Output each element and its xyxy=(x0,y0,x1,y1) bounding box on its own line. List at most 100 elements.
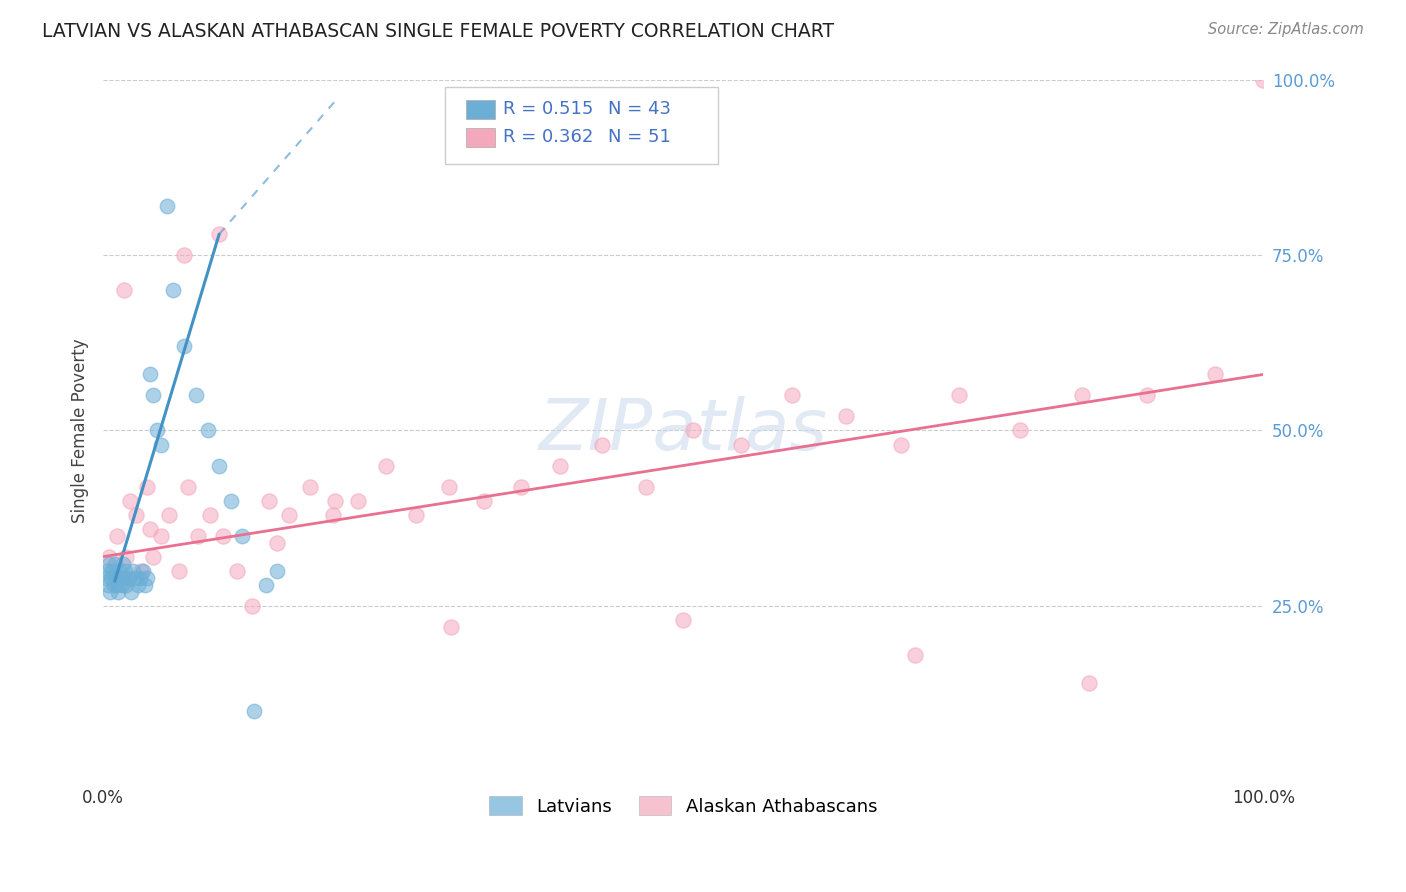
Point xyxy=(1136,388,1159,402)
Point xyxy=(197,424,219,438)
Point xyxy=(591,437,613,451)
Point xyxy=(112,571,135,585)
Point xyxy=(472,493,495,508)
Point xyxy=(1204,368,1226,382)
Point xyxy=(96,564,118,578)
Point xyxy=(890,437,912,451)
Point xyxy=(111,557,134,571)
Point xyxy=(219,493,242,508)
Point xyxy=(157,508,180,522)
Point xyxy=(184,388,207,402)
Point xyxy=(112,283,135,297)
Point xyxy=(131,564,153,578)
Point xyxy=(548,458,571,473)
Point xyxy=(120,584,142,599)
Point xyxy=(105,578,128,592)
Point xyxy=(97,549,120,564)
Point xyxy=(101,564,124,578)
Point xyxy=(322,508,344,522)
Point xyxy=(257,493,280,508)
Point xyxy=(115,578,138,592)
Point xyxy=(672,613,695,627)
Point xyxy=(835,409,858,424)
Point xyxy=(323,493,346,508)
Point xyxy=(1253,73,1275,87)
Text: N = 51: N = 51 xyxy=(607,128,671,146)
Point xyxy=(437,479,460,493)
Point xyxy=(440,620,463,634)
Point xyxy=(173,339,195,353)
Point xyxy=(730,437,752,451)
Text: R = 0.515: R = 0.515 xyxy=(503,101,593,119)
Point xyxy=(198,508,221,522)
Point xyxy=(948,388,970,402)
Point xyxy=(118,571,141,585)
Point xyxy=(124,508,146,522)
Point xyxy=(162,283,184,297)
Point xyxy=(208,458,231,473)
Point xyxy=(266,564,288,578)
Point xyxy=(124,571,146,585)
Point xyxy=(187,528,209,542)
Point xyxy=(375,458,398,473)
Point xyxy=(115,549,138,564)
Point xyxy=(105,528,128,542)
Point xyxy=(122,564,145,578)
Point xyxy=(142,388,165,402)
Point xyxy=(231,528,253,542)
Point xyxy=(100,571,122,585)
Point xyxy=(150,437,173,451)
Point xyxy=(254,578,277,592)
Point xyxy=(104,557,127,571)
Point xyxy=(347,493,370,508)
Point xyxy=(225,564,247,578)
Point xyxy=(156,199,179,213)
Point xyxy=(782,388,804,402)
Text: R = 0.362: R = 0.362 xyxy=(503,128,593,146)
Text: LATVIAN VS ALASKAN ATHABASCAN SINGLE FEMALE POVERTY CORRELATION CHART: LATVIAN VS ALASKAN ATHABASCAN SINGLE FEM… xyxy=(42,22,834,41)
Point xyxy=(127,578,149,592)
Point xyxy=(173,248,195,262)
Text: Source: ZipAtlas.com: Source: ZipAtlas.com xyxy=(1208,22,1364,37)
Point xyxy=(277,508,299,522)
Point xyxy=(298,479,321,493)
Legend: Latvians, Alaskan Athabascans: Latvians, Alaskan Athabascans xyxy=(479,787,886,824)
Point xyxy=(103,578,125,592)
Point xyxy=(98,584,121,599)
Point xyxy=(138,522,160,536)
Point xyxy=(682,424,704,438)
FancyBboxPatch shape xyxy=(446,87,718,164)
Point xyxy=(110,571,132,585)
Point xyxy=(114,564,136,578)
Point xyxy=(208,227,231,242)
Point xyxy=(129,571,152,585)
Point xyxy=(243,704,266,718)
Point xyxy=(509,479,531,493)
Point xyxy=(94,571,117,585)
Point xyxy=(1008,424,1031,438)
Point xyxy=(1078,676,1101,690)
Point xyxy=(136,571,159,585)
Point xyxy=(134,578,156,592)
Point xyxy=(636,479,658,493)
Point xyxy=(1071,388,1094,402)
Bar xyxy=(467,100,495,119)
Bar xyxy=(467,128,495,146)
Point xyxy=(167,564,190,578)
Point xyxy=(904,648,927,662)
Point xyxy=(266,535,288,549)
Point xyxy=(211,528,233,542)
Point xyxy=(405,508,427,522)
Point xyxy=(108,564,131,578)
Point xyxy=(138,368,160,382)
Point xyxy=(107,584,129,599)
Point xyxy=(145,424,167,438)
Point xyxy=(97,578,120,592)
Point xyxy=(97,557,120,571)
Point xyxy=(177,479,200,493)
Point xyxy=(240,599,263,613)
Point xyxy=(131,564,153,578)
Point xyxy=(150,528,173,542)
Point xyxy=(136,479,159,493)
Point xyxy=(104,571,127,585)
